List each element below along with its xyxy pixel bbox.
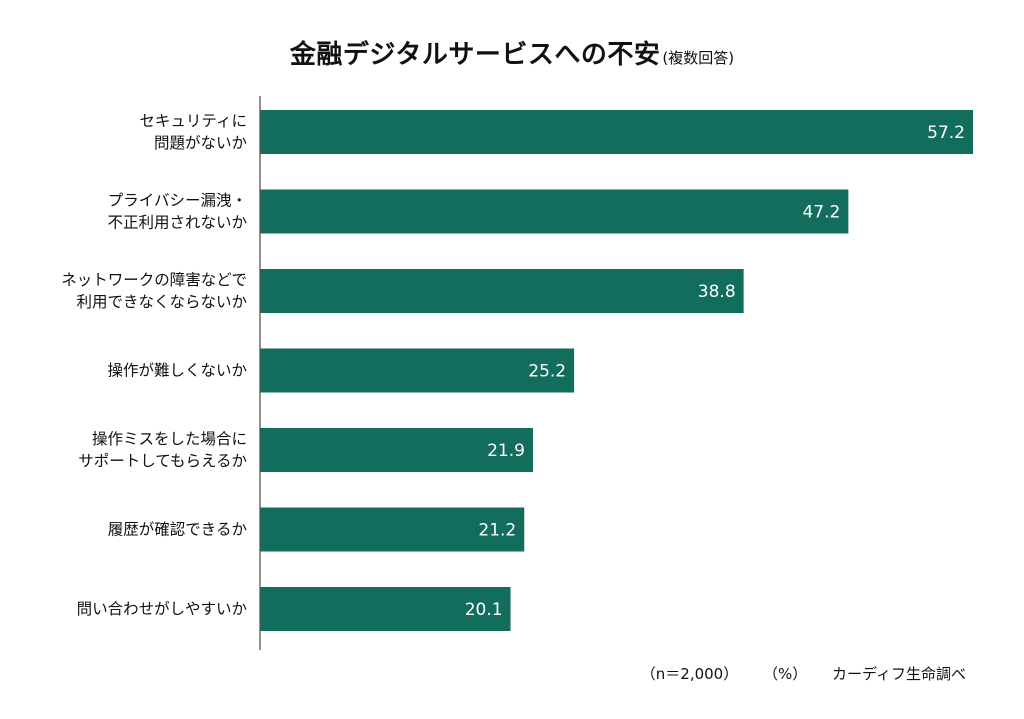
- footnote: （n＝2,000） （%） カーディフ生命調べ: [641, 663, 966, 684]
- bar-2: [260, 269, 744, 313]
- category-label-0-line-0: セキュリティに: [139, 112, 247, 130]
- bar-value-label-0: 57.2: [927, 123, 965, 143]
- category-label-4-line-0: 操作ミスをした場合に: [92, 430, 247, 448]
- bar-value-label-1: 47.2: [802, 203, 840, 223]
- bar-3: [260, 348, 575, 393]
- bar-0: [260, 110, 973, 154]
- category-label-1-line-1: 不正利用されないか: [107, 214, 247, 232]
- footnote-sample: （n＝2,000）: [640, 665, 739, 683]
- chart-title-main: 金融デジタルサービスへの不安: [289, 40, 661, 70]
- category-label-4-line-1: サポートしてもらえるか: [78, 452, 247, 470]
- footnote-unit: （%）: [763, 665, 808, 683]
- bar-value-label-4: 21.9: [487, 441, 525, 461]
- category-label-3-line-0: 操作が難しくないか: [107, 362, 247, 380]
- bar-value-label-6: 20.1: [465, 600, 503, 620]
- bar-value-label-3: 25.2: [528, 362, 566, 382]
- category-label-2-line-1: 利用できなくならないか: [76, 293, 247, 311]
- footnote-source: カーディフ生命調べ: [832, 665, 966, 683]
- chart-title: 金融デジタルサービスへの不安 (複数回答): [0, 34, 1024, 71]
- chart-subtitle: (複数回答): [662, 49, 735, 67]
- category-label-5-line-0: 履歴が確認できるか: [108, 521, 247, 539]
- bars-layer: 57.2 47.2 38.8 25.2 21.9 21.2 20.1: [260, 110, 973, 631]
- bar-value-label-2: 38.8: [698, 282, 736, 302]
- bar-5: [260, 507, 525, 552]
- bar-value-label-5: 21.2: [478, 521, 516, 541]
- bar-6: [260, 587, 511, 631]
- category-label-2-line-0: ネットワークの障害などで: [61, 271, 247, 289]
- category-label-6-line-0: 問い合わせがしやすいか: [77, 600, 247, 618]
- bar-4: [260, 428, 533, 472]
- category-label-1-line-0: プライバシー漏洩・: [108, 192, 247, 210]
- bar-1: [260, 189, 849, 234]
- category-label-0-line-1: 問題がないか: [154, 134, 247, 152]
- category-labels-layer: セキュリティに問題がないかプライバシー漏洩・不正利用されないかネットワークの障害…: [61, 112, 247, 618]
